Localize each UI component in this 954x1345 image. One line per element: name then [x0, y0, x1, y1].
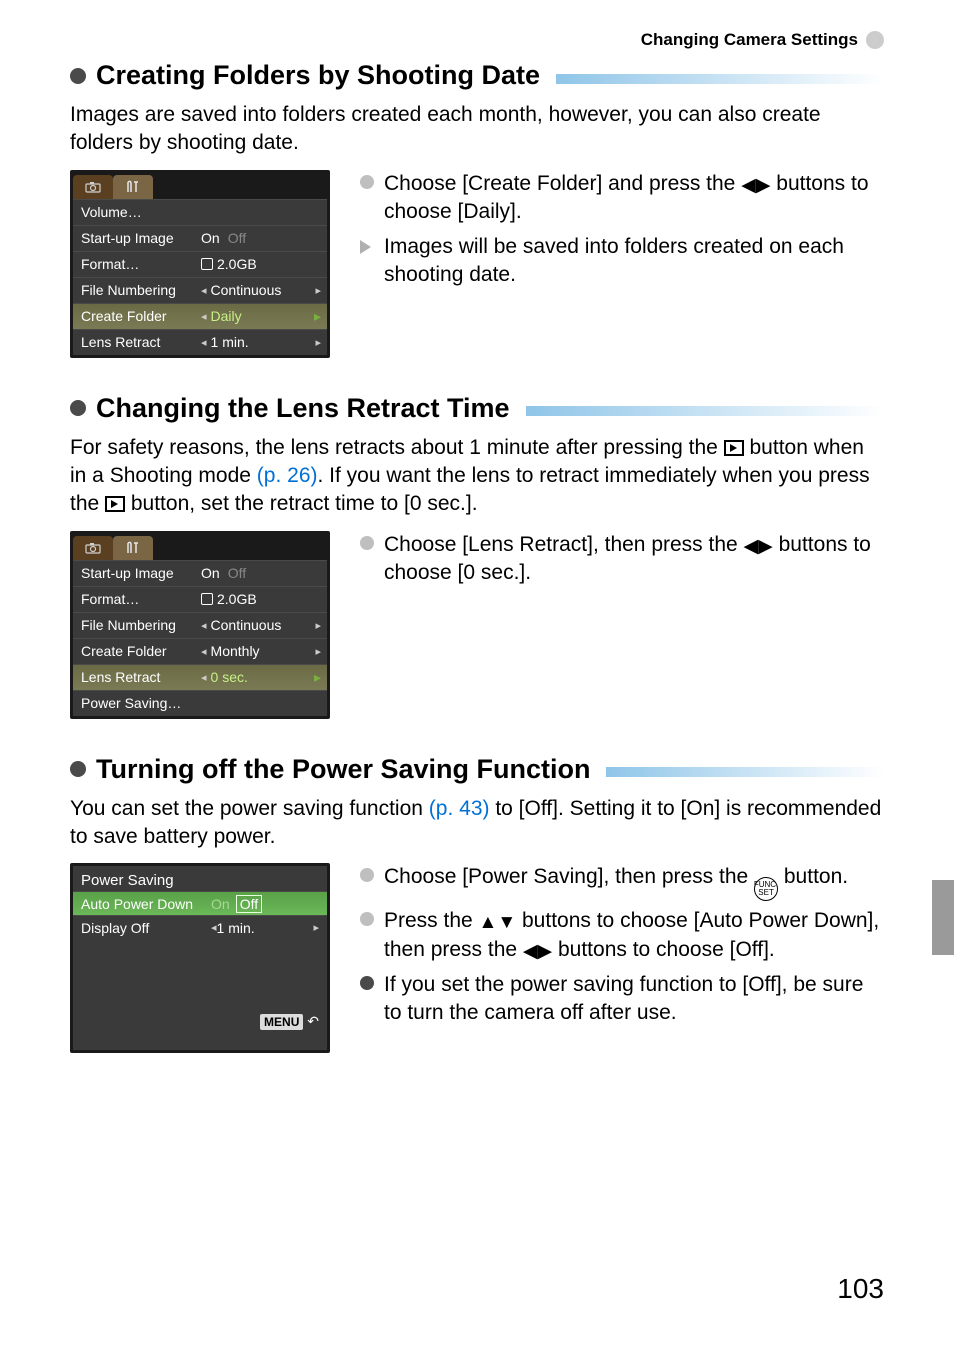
menu-tabs	[73, 173, 327, 199]
bullet-icon	[360, 868, 374, 882]
playback-icon	[724, 440, 744, 456]
menu-row-createfolder: Create Folder ◂Daily ▸	[73, 303, 327, 329]
tab-tools-icon	[113, 175, 153, 199]
triangle-bullet-icon	[360, 240, 371, 254]
instruction-item: Images will be saved into folders create…	[360, 233, 884, 290]
camera-menu-screenshot: Volume… Start-up Image OnOff Format… 2.0…	[70, 170, 330, 358]
section-title: Creating Folders by Shooting Date	[96, 60, 540, 91]
header-dot-icon	[866, 31, 884, 49]
tab-tools-icon	[113, 536, 153, 560]
menu-row-lensretract: Lens Retract ◂1 min. ▸	[73, 329, 327, 355]
menu-row-displayoff: Display Off ◂1 min. ▸	[73, 915, 327, 939]
menu-row-lensretract: Lens Retract ◂0 sec. ▸	[73, 664, 327, 690]
storage-icon	[201, 593, 213, 605]
instruction-item: Press the ▲▼ buttons to choose [Auto Pow…	[360, 907, 884, 964]
section-intro: You can set the power saving function (p…	[70, 795, 884, 852]
submenu-title: Power Saving	[73, 866, 327, 891]
left-right-icon: ◀▶	[741, 173, 770, 199]
section-bullet-icon	[70, 400, 86, 416]
camera-submenu-screenshot: Power Saving Auto Power Down On Off Disp…	[70, 863, 330, 1053]
bullet-icon	[360, 912, 374, 926]
instruction-item: Choose [Lens Retract], then press the ◀▶…	[360, 531, 884, 588]
page-link[interactable]: (p. 43)	[429, 797, 490, 820]
back-icon: ↶	[307, 1013, 319, 1029]
menu-row-filenum: File Numbering ◂Continuous ▸	[73, 277, 327, 303]
bullet-icon	[360, 175, 374, 189]
menu-row-format: Format… 2.0GB	[73, 586, 327, 612]
section-intro: Images are saved into folders created ea…	[70, 101, 884, 158]
bullet-icon	[360, 536, 374, 550]
page-edge-tab	[932, 880, 954, 955]
title-accent	[606, 767, 884, 777]
menu-row-createfolder: Create Folder ◂Monthly ▸	[73, 638, 327, 664]
menu-row-format: Format… 2.0GB	[73, 251, 327, 277]
playback-icon	[105, 496, 125, 512]
left-right-icon: ◀▶	[523, 939, 552, 965]
left-right-icon: ◀▶	[744, 534, 773, 560]
up-down-icon: ▲▼	[479, 910, 517, 936]
section-intro: For safety reasons, the lens retracts ab…	[70, 434, 884, 519]
tab-camera-icon	[73, 536, 113, 560]
menu-tabs	[73, 534, 327, 560]
section-bullet-icon	[70, 68, 86, 84]
menu-button: MENU	[260, 1014, 303, 1030]
menu-row-powersaving: Power Saving…	[73, 690, 327, 716]
menu-row-filenum: File Numbering ◂Continuous ▸	[73, 612, 327, 638]
menu-row-startup: Start-up Image OnOff	[73, 560, 327, 586]
title-accent	[556, 74, 884, 84]
page-number: 103	[837, 1273, 884, 1305]
menu-row-volume: Volume…	[73, 199, 327, 225]
breadcrumb-title: Changing Camera Settings	[641, 30, 858, 50]
camera-menu-screenshot: Start-up Image OnOff Format… 2.0GB File …	[70, 531, 330, 719]
menu-row-startup: Start-up Image OnOff	[73, 225, 327, 251]
instruction-item: Choose [Power Saving], then press the FU…	[360, 863, 884, 901]
tab-camera-icon	[73, 175, 113, 199]
bullet-icon	[360, 976, 374, 990]
page-link[interactable]: (p. 26)	[257, 464, 318, 487]
section-title: Changing the Lens Retract Time	[96, 393, 510, 424]
instruction-item: Choose [Create Folder] and press the ◀▶ …	[360, 170, 884, 227]
func-set-icon: FUNC.SET	[754, 877, 778, 901]
section-title: Turning off the Power Saving Function	[96, 754, 590, 785]
title-accent	[526, 406, 884, 416]
storage-icon	[201, 258, 213, 270]
instruction-item: If you set the power saving function to …	[360, 971, 884, 1028]
section-bullet-icon	[70, 761, 86, 777]
menu-row-autopowerdown: Auto Power Down On Off	[73, 891, 327, 915]
